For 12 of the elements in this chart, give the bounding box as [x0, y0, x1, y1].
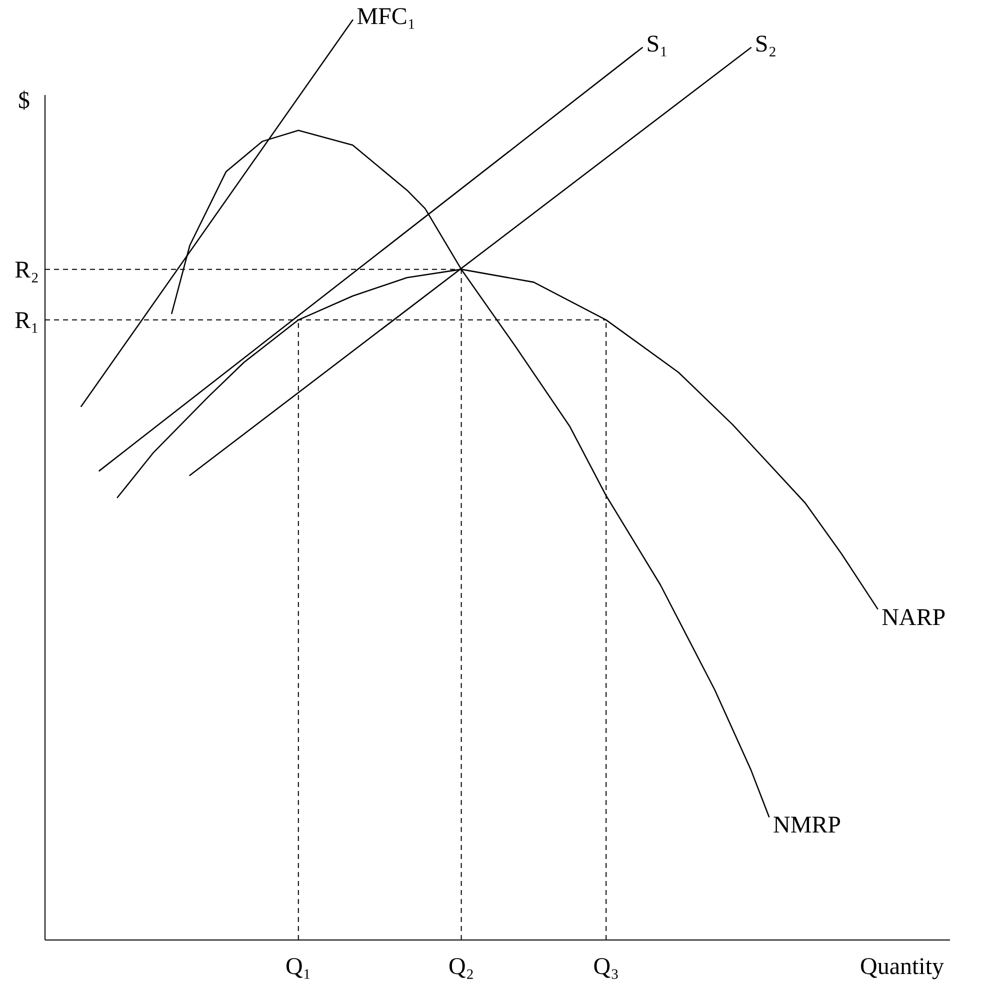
x-tick-label: Q₁ — [286, 954, 312, 980]
x-axis-title: Quantity — [860, 954, 944, 980]
y-axis-title: $ — [18, 88, 30, 114]
series-label: NMRP — [773, 812, 842, 839]
series-label: NARP — [882, 604, 946, 631]
series-label: MFC₁ — [356, 4, 416, 30]
ref-line-label: R₂ — [14, 257, 39, 284]
x-tick-label: Q₃ — [593, 954, 619, 980]
x-tick-label: Q₂ — [448, 954, 474, 980]
ref-line-label: R₁ — [14, 308, 39, 334]
series-label: S₂ — [754, 32, 777, 58]
series-label: S₁ — [646, 32, 668, 58]
